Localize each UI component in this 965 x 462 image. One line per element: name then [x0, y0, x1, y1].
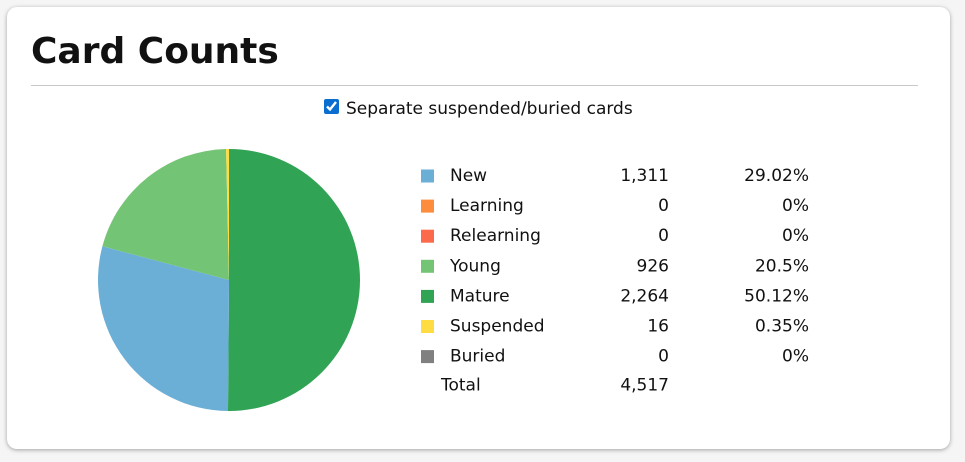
count: 1,311	[620, 166, 669, 186]
percent: 20.5%	[755, 256, 809, 276]
legend-name: Learning	[450, 196, 524, 216]
pie-slice	[227, 149, 361, 411]
legend-swatch	[421, 259, 434, 273]
count: 0	[658, 196, 669, 216]
total-label: Total	[440, 376, 481, 396]
percent: 0%	[782, 347, 809, 367]
count: 0	[658, 347, 669, 367]
count: 16	[647, 317, 669, 337]
percent: 0.35%	[755, 317, 809, 337]
pie-slice	[226, 149, 229, 280]
percent: 29.02%	[744, 166, 809, 186]
percent: 0%	[782, 226, 809, 246]
legend-name: Relearning	[450, 226, 541, 246]
legend-swatch	[421, 320, 434, 333]
legend-name: Buried	[450, 347, 505, 367]
pie-slice	[97, 246, 229, 411]
legend-name: Suspended	[450, 317, 545, 337]
count: 2,264	[620, 286, 669, 306]
percent: 50.12%	[744, 286, 809, 306]
checkbox[interactable]	[324, 99, 339, 114]
card-title: Card Counts	[31, 31, 279, 72]
checkbox-label[interactable]: Separate suspended/buried cards	[346, 99, 633, 119]
percent: 0%	[782, 196, 809, 216]
legend-name: New	[450, 166, 487, 186]
legend-name: Young	[449, 256, 501, 276]
legend-swatch	[421, 229, 434, 243]
count: 0	[658, 226, 669, 246]
legend-swatch	[421, 350, 434, 364]
legend-swatch	[421, 289, 434, 303]
legend-swatch	[421, 169, 434, 183]
total-count: 4,517	[620, 376, 669, 396]
legend-name: Mature	[450, 286, 510, 306]
legend-swatch	[421, 199, 434, 213]
pie-slice	[102, 149, 229, 280]
count: 926	[637, 256, 669, 276]
